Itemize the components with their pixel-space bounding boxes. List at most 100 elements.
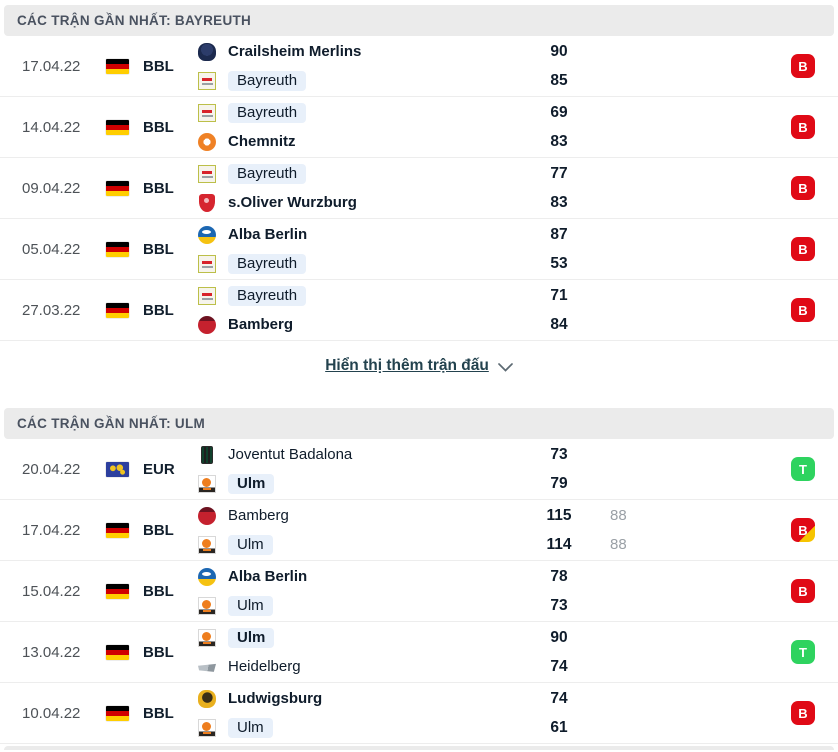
match-list: 17.04.22 BBL Crailsheim Merlins 90 Bayreuth 8… [0, 36, 838, 341]
match-date: 20.04.22 [22, 460, 81, 478]
team-line-away: Heidelberg 74 [198, 656, 791, 678]
eur-flag [106, 461, 129, 477]
team-score: 73 [550, 596, 568, 614]
match-row[interactable]: 10.04.22 BBL Ludwigsburg 74 Ulm 61 B [0, 683, 838, 744]
league-label: BBL [143, 521, 174, 539]
crailsheim-logo [198, 42, 216, 61]
match-date: 17.04.22 [22, 521, 81, 539]
league-label: BBL [143, 240, 174, 258]
match-row[interactable]: 14.04.22 BBL Bayreuth 69 Chemnitz 83 B [0, 97, 838, 158]
team-line-home: Crailsheim Merlins 90 [198, 41, 791, 63]
team-name: Ulm [228, 534, 273, 555]
wurzburg-logo [199, 193, 215, 212]
match-date: 09.04.22 [22, 179, 81, 197]
bayreuth-logo [198, 164, 216, 183]
team-name: Bayreuth [228, 70, 307, 91]
match-date: 15.04.22 [22, 582, 81, 600]
team-score: 90 [550, 628, 568, 646]
team-score: 69 [550, 103, 568, 121]
team-score: 87 [550, 225, 568, 243]
teams-block: Crailsheim Merlins 90 Bayreuth 85 [198, 41, 791, 92]
team-name: Ulm [228, 595, 273, 616]
match-row[interactable]: 15.04.22 BBL Alba Berlin 78 Ulm 73 B [0, 561, 838, 622]
teams-block: Bayreuth 77 s.Oliver Wurzburg 83 [198, 163, 791, 214]
match-row[interactable]: 27.03.22 BBL Bayreuth 71 Bamberg 84 B [0, 280, 838, 341]
team-score: 84 [550, 315, 568, 333]
ulm-logo [198, 535, 216, 554]
team-line-home: Ulm 90 [198, 627, 791, 649]
team-name: Bayreuth [228, 163, 307, 184]
league-label: BBL [143, 643, 174, 661]
team-name: Joventut Badalona [228, 446, 353, 463]
team-name: Ulm [228, 473, 275, 494]
result-badge: B [791, 237, 815, 261]
team-score: 77 [550, 164, 568, 182]
bayreuth-logo [198, 103, 216, 122]
germany-flag [106, 180, 129, 196]
team-line-home: Bayreuth 69 [198, 102, 791, 124]
result-badge: B [791, 518, 815, 542]
ulm-logo [198, 718, 216, 737]
ulm-logo [198, 596, 216, 615]
team-line-away: Ulm 114 88 [198, 534, 791, 556]
germany-flag [106, 302, 129, 318]
teams-block: Joventut Badalona 73 Ulm 79 [198, 444, 791, 495]
team-score: 53 [550, 254, 568, 272]
teams-block: Alba Berlin 87 Bayreuth 53 [198, 224, 791, 275]
team-ot-score: 88 [610, 507, 627, 524]
team-name: Alba Berlin [228, 226, 308, 243]
result-badge: T [791, 457, 815, 481]
team-score: 78 [550, 567, 568, 585]
match-date: 05.04.22 [22, 240, 81, 258]
show-more-link[interactable]: Hiển thị thêm trận đấu [325, 357, 489, 374]
ulm-logo [198, 628, 216, 647]
match-row[interactable]: 09.04.22 BBL Bayreuth 77 s.Oliver Wurzburg 83… [0, 158, 838, 219]
match-list: 20.04.22 EUR Joventut Badalona 73 Ulm 79 T 17.0… [0, 439, 838, 744]
team-line-away: Bayreuth 85 [198, 70, 791, 92]
ulm-logo [198, 474, 216, 493]
bamberg-logo [198, 315, 216, 334]
match-date: 14.04.22 [22, 118, 81, 136]
team-name: Crailsheim Merlins [228, 43, 362, 60]
team-name: Chemnitz [228, 133, 296, 150]
match-date: 10.04.22 [22, 704, 81, 722]
teams-block: Ulm 90 Heidelberg 74 [198, 627, 791, 678]
match-row[interactable]: 13.04.22 BBL Ulm 90 Heidelberg 74 T [0, 622, 838, 683]
bayreuth-logo [198, 71, 216, 90]
team-name: Bayreuth [228, 253, 307, 274]
chevron-down-icon[interactable] [497, 363, 513, 372]
match-row[interactable]: 17.04.22 BBL Crailsheim Merlins 90 Bayreuth 8… [0, 36, 838, 97]
team-line-home: Joventut Badalona 73 [198, 444, 791, 466]
team-line-home: Alba Berlin 78 [198, 566, 791, 588]
section-title: CÁC TRẬN GẦN NHẤT: ULM [4, 408, 834, 439]
match-date: 27.03.22 [22, 301, 81, 319]
bayreuth-logo [198, 286, 216, 305]
team-line-home: Bayreuth 71 [198, 285, 791, 307]
team-name: Bamberg [228, 316, 294, 333]
germany-flag [106, 241, 129, 257]
match-date: 17.04.22 [22, 57, 81, 75]
team-name: Alba Berlin [228, 568, 308, 585]
match-row[interactable]: 17.04.22 BBL Bamberg 115 88 Ulm 114 88 B [0, 500, 838, 561]
team-line-home: Ludwigsburg 74 [198, 688, 791, 710]
team-line-home: Alba Berlin 87 [198, 224, 791, 246]
team-ot-score: 88 [610, 536, 627, 553]
match-row[interactable]: 05.04.22 BBL Alba Berlin 87 Bayreuth 53 B [0, 219, 838, 280]
alba-logo [198, 225, 216, 244]
league-label: EUR [143, 460, 175, 478]
match-date: 13.04.22 [22, 643, 81, 661]
bayreuth-logo [198, 254, 216, 273]
team-score: 61 [550, 718, 568, 736]
result-badge: B [791, 298, 815, 322]
league-label: BBL [143, 301, 174, 319]
match-row[interactable]: 20.04.22 EUR Joventut Badalona 73 Ulm 79 T [0, 439, 838, 500]
league-label: BBL [143, 57, 174, 75]
league-label: BBL [143, 704, 174, 722]
section-title-text: CÁC TRẬN GẦN NHẤT: ULM [17, 416, 206, 431]
teams-block: Bayreuth 69 Chemnitz 83 [198, 102, 791, 153]
teams-block: Alba Berlin 78 Ulm 73 [198, 566, 791, 617]
chemnitz-logo [198, 132, 216, 151]
team-name: Bamberg [228, 507, 289, 524]
team-score: 73 [550, 445, 568, 463]
